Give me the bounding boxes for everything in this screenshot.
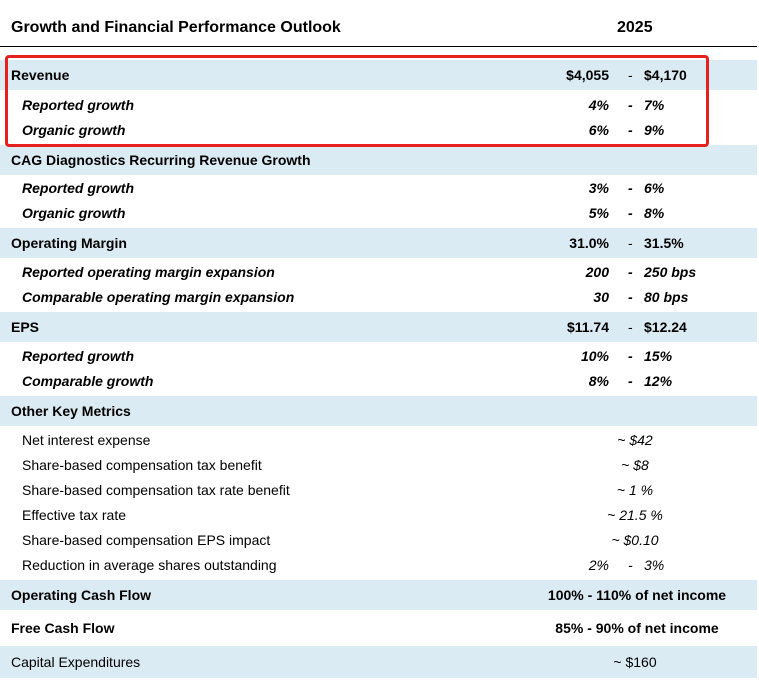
row-label: Reported growth — [22, 96, 134, 113]
row-label: Share-based compensation EPS impact — [22, 531, 271, 548]
range-dash: - — [628, 96, 633, 113]
row-value: 100% - 110% of net income — [547, 587, 727, 603]
revenue-organic-growth-row: Organic growth 6% - 9% — [0, 117, 757, 142]
row-label: Reported growth — [22, 347, 134, 364]
free-cash-flow-row: Free Cash Flow 85% - 90% of net income — [0, 613, 757, 643]
range-high: $12.24 — [644, 319, 687, 335]
row-value: ~ $42 — [617, 431, 653, 448]
row-label: Organic growth — [22, 204, 126, 221]
list-item: Share-based compensation EPS impact ~ $0… — [0, 527, 757, 552]
range-high: 250 bps — [644, 263, 697, 280]
row-label: Free Cash Flow — [11, 620, 115, 636]
operating-cash-flow-row: Operating Cash Flow 100% - 110% of net i… — [0, 580, 757, 610]
range-low: 200 — [585, 263, 609, 280]
range-high: 6% — [644, 179, 665, 196]
revenue-row: Revenue $4,055 - $4,170 — [0, 60, 757, 90]
range-high: 9% — [644, 121, 665, 138]
revenue-label: Revenue — [11, 67, 70, 83]
other-key-metrics-row: Other Key Metrics — [0, 396, 757, 426]
comparable-margin-expansion-row: Comparable operating margin expansion 30… — [0, 284, 757, 309]
row-label: Operating Cash Flow — [11, 587, 152, 603]
range-low: 2% — [588, 556, 609, 573]
row-label: Reported operating margin expansion — [22, 263, 275, 280]
capital-expenditures-row: Capital Expenditures ~ $160 — [0, 646, 757, 678]
range-dash: - — [628, 372, 633, 389]
eps-comparable-growth-row: Comparable growth 8% - 12% — [0, 368, 757, 393]
row-label: Reduction in average shares outstanding — [22, 556, 277, 573]
range-high: 12% — [644, 372, 673, 389]
range-high: 15% — [644, 347, 673, 364]
row-value: 85% - 90% of net income — [555, 620, 719, 636]
row-label: Effective tax rate — [22, 506, 127, 523]
row-label: EPS — [11, 319, 40, 335]
cag-reported-growth-row: Reported growth 3% - 6% — [0, 175, 757, 200]
row-label: Net interest expense — [22, 431, 151, 448]
range-dash: - — [628, 319, 633, 335]
range-dash: - — [628, 67, 633, 83]
column-header-year: 2025 — [617, 19, 653, 36]
row-label: Capital Expenditures — [11, 654, 141, 670]
cag-row: CAG Diagnostics Recurring Revenue Growth — [0, 145, 757, 175]
range-dash: - — [628, 204, 633, 221]
row-label: Organic growth — [22, 121, 126, 138]
revenue-low: $4,055 — [566, 67, 609, 83]
row-value: ~ $8 — [621, 456, 649, 473]
range-low: 30 — [593, 288, 609, 305]
row-value: ~ 1 % — [616, 481, 654, 498]
row-value: ~ $160 — [613, 654, 657, 670]
list-item: Effective tax rate ~ 21.5 % — [0, 502, 757, 527]
range-high: 8% — [644, 204, 665, 221]
row-label: Operating Margin — [11, 235, 127, 251]
header-divider — [0, 46, 757, 47]
eps-row: EPS $11.74 - $12.24 — [0, 312, 757, 342]
range-high: 3% — [644, 556, 665, 573]
range-low: 31.0% — [569, 235, 609, 251]
range-low: 3% — [588, 179, 609, 196]
page-title: Growth and Financial Performance Outlook — [11, 19, 341, 36]
range-dash: - — [628, 179, 633, 196]
range-low: $11.74 — [566, 319, 609, 335]
list-item: Share-based compensation tax benefit ~ $… — [0, 452, 757, 477]
range-low: 4% — [588, 96, 609, 113]
list-item: Net interest expense ~ $42 — [0, 427, 757, 452]
range-dash: - — [628, 288, 633, 305]
list-item: Share-based compensation tax rate benefi… — [0, 477, 757, 502]
range-dash: - — [628, 556, 633, 573]
reported-margin-expansion-row: Reported operating margin expansion 200 … — [0, 259, 757, 284]
table-header: Growth and Financial Performance Outlook… — [0, 0, 759, 50]
range-low: 5% — [588, 204, 609, 221]
cag-organic-growth-row: Organic growth 5% - 8% — [0, 200, 757, 225]
row-label: Share-based compensation tax rate benefi… — [22, 481, 290, 498]
revenue-high: $4,170 — [644, 67, 687, 83]
row-label: Comparable growth — [22, 372, 154, 389]
operating-margin-row: Operating Margin 31.0% - 31.5% — [0, 228, 757, 258]
range-low: 8% — [588, 372, 609, 389]
row-label: Comparable operating margin expansion — [22, 288, 295, 305]
row-label: Share-based compensation tax benefit — [22, 456, 262, 473]
revenue-reported-growth-row: Reported growth 4% - 7% — [0, 92, 757, 117]
row-label: CAG Diagnostics Recurring Revenue Growth — [11, 152, 311, 168]
range-high: 80 bps — [644, 288, 689, 305]
eps-reported-growth-row: Reported growth 10% - 15% — [0, 343, 757, 368]
range-dash: - — [628, 121, 633, 138]
range-high: 7% — [644, 96, 665, 113]
row-value: ~ 21.5 % — [607, 506, 663, 523]
range-dash: - — [628, 263, 633, 280]
row-label: Reported growth — [22, 179, 134, 196]
row-label: Other Key Metrics — [11, 403, 131, 419]
range-low: 10% — [580, 347, 609, 364]
row-value: ~ $0.10 — [611, 531, 659, 548]
range-dash: - — [628, 235, 633, 251]
range-low: 6% — [588, 121, 609, 138]
range-dash: - — [628, 347, 633, 364]
range-high: 31.5% — [644, 235, 684, 251]
list-item: Reduction in average shares outstanding … — [0, 552, 757, 577]
